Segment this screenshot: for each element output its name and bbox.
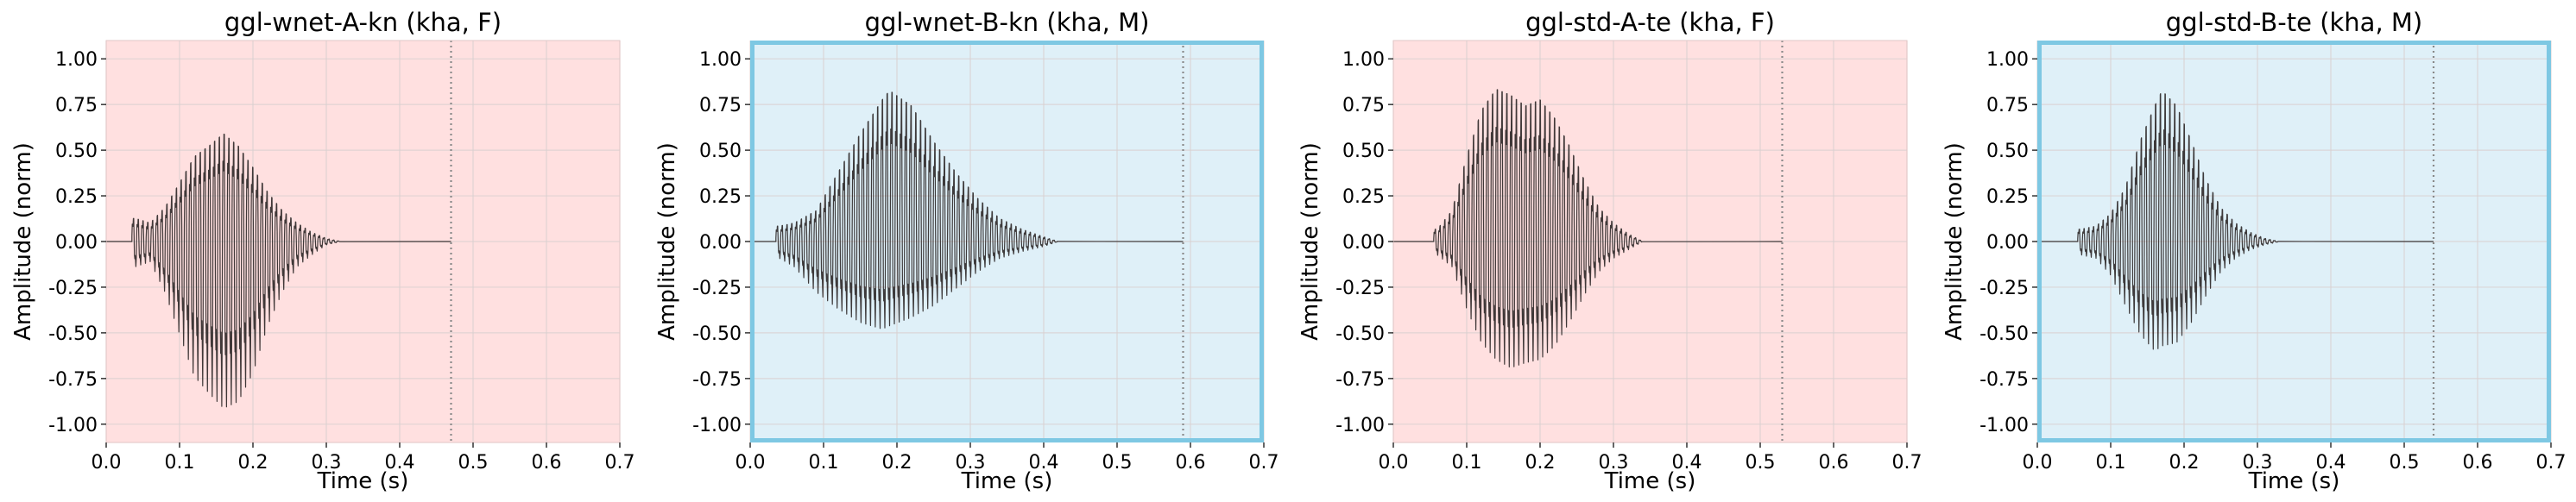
waveform-signal [2037, 93, 2434, 350]
waveform-panel-1: ggl-wnet-A-kn (kha, F) 1.00 0.75 0.50 0.25 0.… [10, 8, 635, 494]
y-tick-label: -1.00 [692, 415, 742, 436]
x-tick-label: 0.5 [458, 452, 489, 474]
y-tick-label: 0.75 [55, 95, 98, 116]
y-tick-label: 0.00 [1342, 232, 1385, 254]
y-tick-label: 0.25 [55, 186, 98, 208]
x-tick-label: 0.2 [238, 452, 268, 474]
chart-title: ggl-std-A-te (kha, F) [1525, 8, 1775, 37]
y-tick-label: 0.25 [1342, 186, 1385, 208]
x-axis-label: Time (s) [2248, 468, 2340, 494]
x-tick-label: 0.0 [736, 452, 766, 474]
x-tick-label: 0.1 [809, 452, 839, 474]
x-tick-label: 0.2 [882, 452, 912, 474]
x-axis-label: Time (s) [1604, 468, 1696, 494]
y-tick-label: -1.00 [1335, 415, 1385, 436]
x-tick-label: 0.7 [605, 452, 635, 474]
x-tick-label: 0.7 [1892, 452, 1923, 474]
y-axis-label: Amplitude (norm) [654, 142, 680, 341]
x-tick-label: 0.5 [2390, 452, 2420, 474]
y-tick-label: -0.25 [692, 278, 742, 299]
x-tick-label: 0.5 [1746, 452, 1776, 474]
waveform-signal [1393, 89, 1783, 367]
x-tick-label: 0.5 [1102, 452, 1133, 474]
y-tick-label: 0.50 [55, 141, 98, 162]
y-axis-label: Amplitude (norm) [1297, 142, 1323, 341]
chart-title: ggl-wnet-A-kn (kha, F) [224, 8, 502, 37]
x-tick-label: 0.7 [2536, 452, 2567, 474]
x-tick-label: 0.7 [1249, 452, 1279, 474]
y-tick-label: 1.00 [699, 49, 742, 71]
y-tick-label: -1.00 [1979, 415, 2029, 436]
highlight-border [2037, 41, 2551, 442]
highlight-border [750, 41, 1264, 442]
x-tick-label: 0.1 [165, 452, 195, 474]
y-tick-label: -0.75 [48, 369, 98, 391]
x-tick-label: 0.3 [1599, 452, 1629, 474]
x-tick-label: 0.0 [1379, 452, 1409, 474]
y-tick-label: 0.25 [699, 186, 742, 208]
waveform-signal [106, 133, 451, 408]
x-tick-label: 0.3 [2243, 452, 2273, 474]
x-tick-label: 0.4 [1029, 452, 1059, 474]
y-tick-label: 0.50 [699, 141, 742, 162]
y-tick-label: 1.00 [1986, 49, 2029, 71]
y-tick-label: 0.00 [55, 232, 98, 254]
x-tick-label: 0.6 [2463, 452, 2493, 474]
x-tick-label: 0.4 [385, 452, 415, 474]
waveform-panel-4: ggl-std-B-te (kha, M) 1.00 0.75 0.50 0.25 0.0… [1941, 8, 2567, 494]
y-tick-label: -0.25 [1335, 278, 1385, 299]
y-tick-label: 0.50 [1986, 141, 2029, 162]
y-tick-label: -0.25 [1979, 278, 2029, 299]
x-tick-label: 0.6 [532, 452, 562, 474]
y-tick-label: 0.75 [699, 95, 742, 116]
y-tick-label: 0.00 [699, 232, 742, 254]
x-axis-label: Time (s) [317, 468, 409, 494]
x-tick-label: 0.0 [92, 452, 122, 474]
y-tick-label: -0.50 [1979, 323, 2029, 345]
x-tick-label: 0.0 [2023, 452, 2053, 474]
y-tick-label: -0.50 [48, 323, 98, 345]
x-tick-label: 0.4 [2316, 452, 2346, 474]
y-tick-label: 0.75 [1342, 95, 1385, 116]
chart-title: ggl-std-B-te (kha, M) [2166, 8, 2422, 37]
y-axis-label: Amplitude (norm) [10, 142, 36, 341]
x-tick-label: 0.3 [956, 452, 986, 474]
y-tick-label: -0.75 [1979, 369, 2029, 391]
y-axis-label: Amplitude (norm) [1941, 142, 1967, 341]
x-tick-label: 0.1 [2096, 452, 2126, 474]
y-tick-label: -0.75 [692, 369, 742, 391]
x-tick-label: 0.2 [2169, 452, 2200, 474]
waveform-panel-3: ggl-std-A-te (kha, F) 1.00 0.75 0.50 0.25 0.0… [1297, 8, 1923, 494]
y-tick-label: 1.00 [55, 49, 98, 71]
y-tick-label: 0.25 [1986, 186, 2029, 208]
chart-title: ggl-wnet-B-kn (kha, M) [865, 8, 1150, 37]
y-tick-label: -1.00 [48, 415, 98, 436]
y-tick-label: 0.75 [1986, 95, 2029, 116]
y-tick-label: -0.25 [48, 278, 98, 299]
x-tick-label: 0.6 [1176, 452, 1206, 474]
y-tick-label: -0.50 [1335, 323, 1385, 345]
y-tick-label: 0.50 [1342, 141, 1385, 162]
y-tick-label: 0.00 [1986, 232, 2029, 254]
x-tick-label: 0.4 [1672, 452, 1702, 474]
y-tick-label: 1.00 [1342, 49, 1385, 71]
y-tick-label: -0.75 [1335, 369, 1385, 391]
x-tick-label: 0.3 [312, 452, 342, 474]
x-tick-label: 0.6 [1819, 452, 1849, 474]
x-tick-label: 0.2 [1525, 452, 1556, 474]
x-tick-label: 0.1 [1452, 452, 1482, 474]
waveform-signal [750, 91, 1184, 329]
y-tick-label: -0.50 [692, 323, 742, 345]
x-axis-label: Time (s) [961, 468, 1053, 494]
waveform-panel-2: ggl-wnet-B-kn (kha, M) 1.00 0.75 0.50 0.25 0.… [654, 8, 1279, 494]
